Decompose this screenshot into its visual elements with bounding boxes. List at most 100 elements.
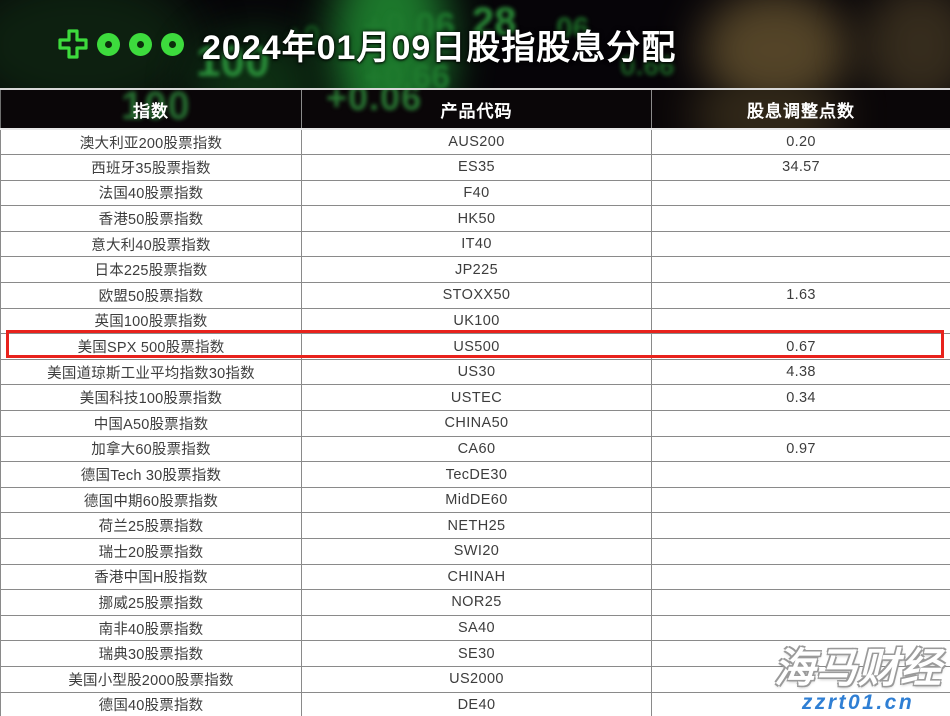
table-body: 澳大利亚200股票指数 AUS200 0.20 西班牙35股票指数 ES35 34.57… — [0, 129, 950, 716]
ring-3-icon — [161, 32, 184, 56]
table-row[interactable]: 澳大利亚200股票指数 AUS200 0.20 — [0, 129, 950, 156]
cell-product-code: SWI20 — [301, 538, 652, 565]
table-row[interactable]: 德国40股票指数 DE40 — [0, 692, 950, 716]
ring-2-icon — [129, 32, 152, 56]
cell-dividend-points — [651, 615, 950, 642]
column-header-dividend-points: 股息调整点数 — [651, 88, 950, 130]
cell-product-code: F40 — [301, 180, 652, 207]
cell-index-name: 意大利40股票指数 — [0, 231, 302, 258]
cell-product-code: US30 — [301, 359, 652, 386]
table-row[interactable]: 英国100股票指数 UK100 — [0, 308, 950, 335]
cell-dividend-points — [651, 564, 950, 591]
cell-index-name: 美国SPX 500股票指数 — [0, 333, 302, 360]
cell-index-name: 法国40股票指数 — [0, 180, 302, 207]
dividend-table-wrap: 100 指数 +0.06 产品代码 股息调整点数 — [0, 88, 950, 716]
table-row[interactable]: 德国Tech 30股票指数 TecDE30 — [0, 461, 950, 488]
column-header-product-code: +0.06 产品代码 — [301, 88, 652, 130]
cell-product-code: NOR25 — [301, 589, 652, 616]
cell-index-name: 欧盟50股票指数 — [0, 282, 302, 309]
banner-background: 100 +0.06 +0.66 28 06 0.66 +0 — [0, 0, 950, 88]
cell-dividend-points — [651, 205, 950, 232]
cell-index-name: 瑞典30股票指数 — [0, 640, 302, 667]
cell-product-code: UK100 — [301, 308, 652, 335]
cell-product-code: CHINAH — [301, 564, 652, 591]
cell-index-name: 香港中国H股指数 — [0, 564, 302, 591]
table-row-highlighted[interactable]: 美国SPX 500股票指数 US500 0.67 — [0, 333, 950, 360]
table-row[interactable]: 瑞士20股票指数 SWI20 — [0, 538, 950, 565]
header-banner: 100 +0.06 +0.66 28 06 0.66 +0 2024年01月09… — [0, 0, 950, 88]
cell-product-code: CHINA50 — [301, 410, 652, 437]
table-row[interactable]: 荷兰25股票指数 NETH25 — [0, 512, 950, 539]
cell-index-name: 日本225股票指数 — [0, 256, 302, 284]
cell-dividend-points — [651, 487, 950, 514]
cell-product-code: NETH25 — [301, 512, 652, 539]
cell-index-name: 南非40股票指数 — [0, 615, 302, 642]
table-row[interactable]: 美国道琼斯工业平均指数30指数 US30 4.38 — [0, 359, 950, 386]
page-title: 2024年01月09日股指股息分配 — [202, 28, 677, 67]
table-row[interactable]: 香港中国H股指数 CHINAH — [0, 564, 950, 591]
cell-dividend-points — [651, 538, 950, 565]
table-header-row: 100 指数 +0.06 产品代码 股息调整点数 — [0, 88, 950, 130]
cell-product-code: ES35 — [301, 154, 652, 181]
cell-product-code: TecDE30 — [301, 461, 652, 488]
table-row[interactable]: 南非40股票指数 SA40 — [0, 615, 950, 642]
cell-index-name: 香港50股票指数 — [0, 205, 302, 232]
table-row[interactable]: 香港50股票指数 HK50 — [0, 205, 950, 232]
cell-index-name: 德国中期60股票指数 — [0, 487, 302, 514]
cell-product-code: CA60 — [301, 436, 652, 463]
cell-product-code: SE30 — [301, 640, 652, 667]
table-row[interactable]: 意大利40股票指数 IT40 — [0, 231, 950, 258]
cell-product-code: JP225 — [301, 256, 652, 284]
cell-dividend-points: 0.67 — [651, 333, 950, 360]
cell-index-name: 加拿大60股票指数 — [0, 436, 302, 463]
table-row[interactable]: 日本225股票指数 JP225 — [0, 256, 950, 284]
ring-1-icon — [97, 32, 120, 56]
cell-index-name: 德国Tech 30股票指数 — [0, 461, 302, 488]
cell-dividend-points — [651, 461, 950, 488]
table-row[interactable]: 欧盟50股票指数 STOXX50 1.63 — [0, 282, 950, 309]
cell-index-name: 美国小型股2000股票指数 — [0, 666, 302, 693]
table-row[interactable]: 西班牙35股票指数 ES35 34.57 — [0, 154, 950, 181]
cell-index-name: 澳大利亚200股票指数 — [0, 129, 302, 156]
cell-dividend-points — [651, 180, 950, 207]
cell-product-code: IT40 — [301, 231, 652, 258]
cell-dividend-points: 0.97 — [651, 436, 950, 463]
cell-index-name: 荷兰25股票指数 — [0, 512, 302, 539]
cell-dividend-points — [651, 256, 950, 284]
cell-dividend-points — [651, 589, 950, 616]
table-row[interactable]: 加拿大60股票指数 CA60 0.97 — [0, 436, 950, 463]
cell-index-name: 美国道琼斯工业平均指数30指数 — [0, 359, 302, 386]
cell-dividend-points: 0.20 — [651, 129, 950, 156]
cell-dividend-points — [651, 640, 950, 667]
cell-dividend-points: 34.57 — [651, 154, 950, 181]
cell-dividend-points — [651, 692, 950, 716]
cell-dividend-points: 1.63 — [651, 282, 950, 309]
table-row[interactable]: 法国40股票指数 F40 — [0, 180, 950, 207]
cell-product-code: US2000 — [301, 666, 652, 693]
cell-product-code: US500 — [301, 333, 652, 360]
cell-product-code: HK50 — [301, 205, 652, 232]
cell-product-code: MidDE60 — [301, 487, 652, 514]
cell-dividend-points — [651, 231, 950, 258]
dividend-table: 100 指数 +0.06 产品代码 股息调整点数 — [0, 88, 950, 716]
cell-dividend-points — [651, 666, 950, 693]
table-row[interactable]: 挪威25股票指数 NOR25 — [0, 589, 950, 616]
table-row[interactable]: 德国中期60股票指数 MidDE60 — [0, 487, 950, 514]
cell-index-name: 中国A50股票指数 — [0, 410, 302, 437]
table-row[interactable]: 美国科技100股票指数 USTEC 0.34 — [0, 384, 950, 412]
cell-product-code: USTEC — [301, 384, 652, 412]
table-row[interactable]: 中国A50股票指数 CHINA50 — [0, 410, 950, 437]
cell-product-code: DE40 — [301, 692, 652, 716]
cell-index-name: 西班牙35股票指数 — [0, 154, 302, 181]
table-row[interactable]: 瑞典30股票指数 SE30 — [0, 640, 950, 667]
green-cross-icon — [58, 29, 88, 59]
column-header-index: 100 指数 — [0, 88, 302, 130]
cell-product-code: SA40 — [301, 615, 652, 642]
table-row[interactable]: 美国小型股2000股票指数 US2000 — [0, 666, 950, 693]
brand-logo — [58, 29, 184, 59]
cell-index-name: 美国科技100股票指数 — [0, 384, 302, 412]
cell-index-name: 瑞士20股票指数 — [0, 538, 302, 565]
cell-product-code: STOXX50 — [301, 282, 652, 309]
cell-product-code: AUS200 — [301, 129, 652, 156]
